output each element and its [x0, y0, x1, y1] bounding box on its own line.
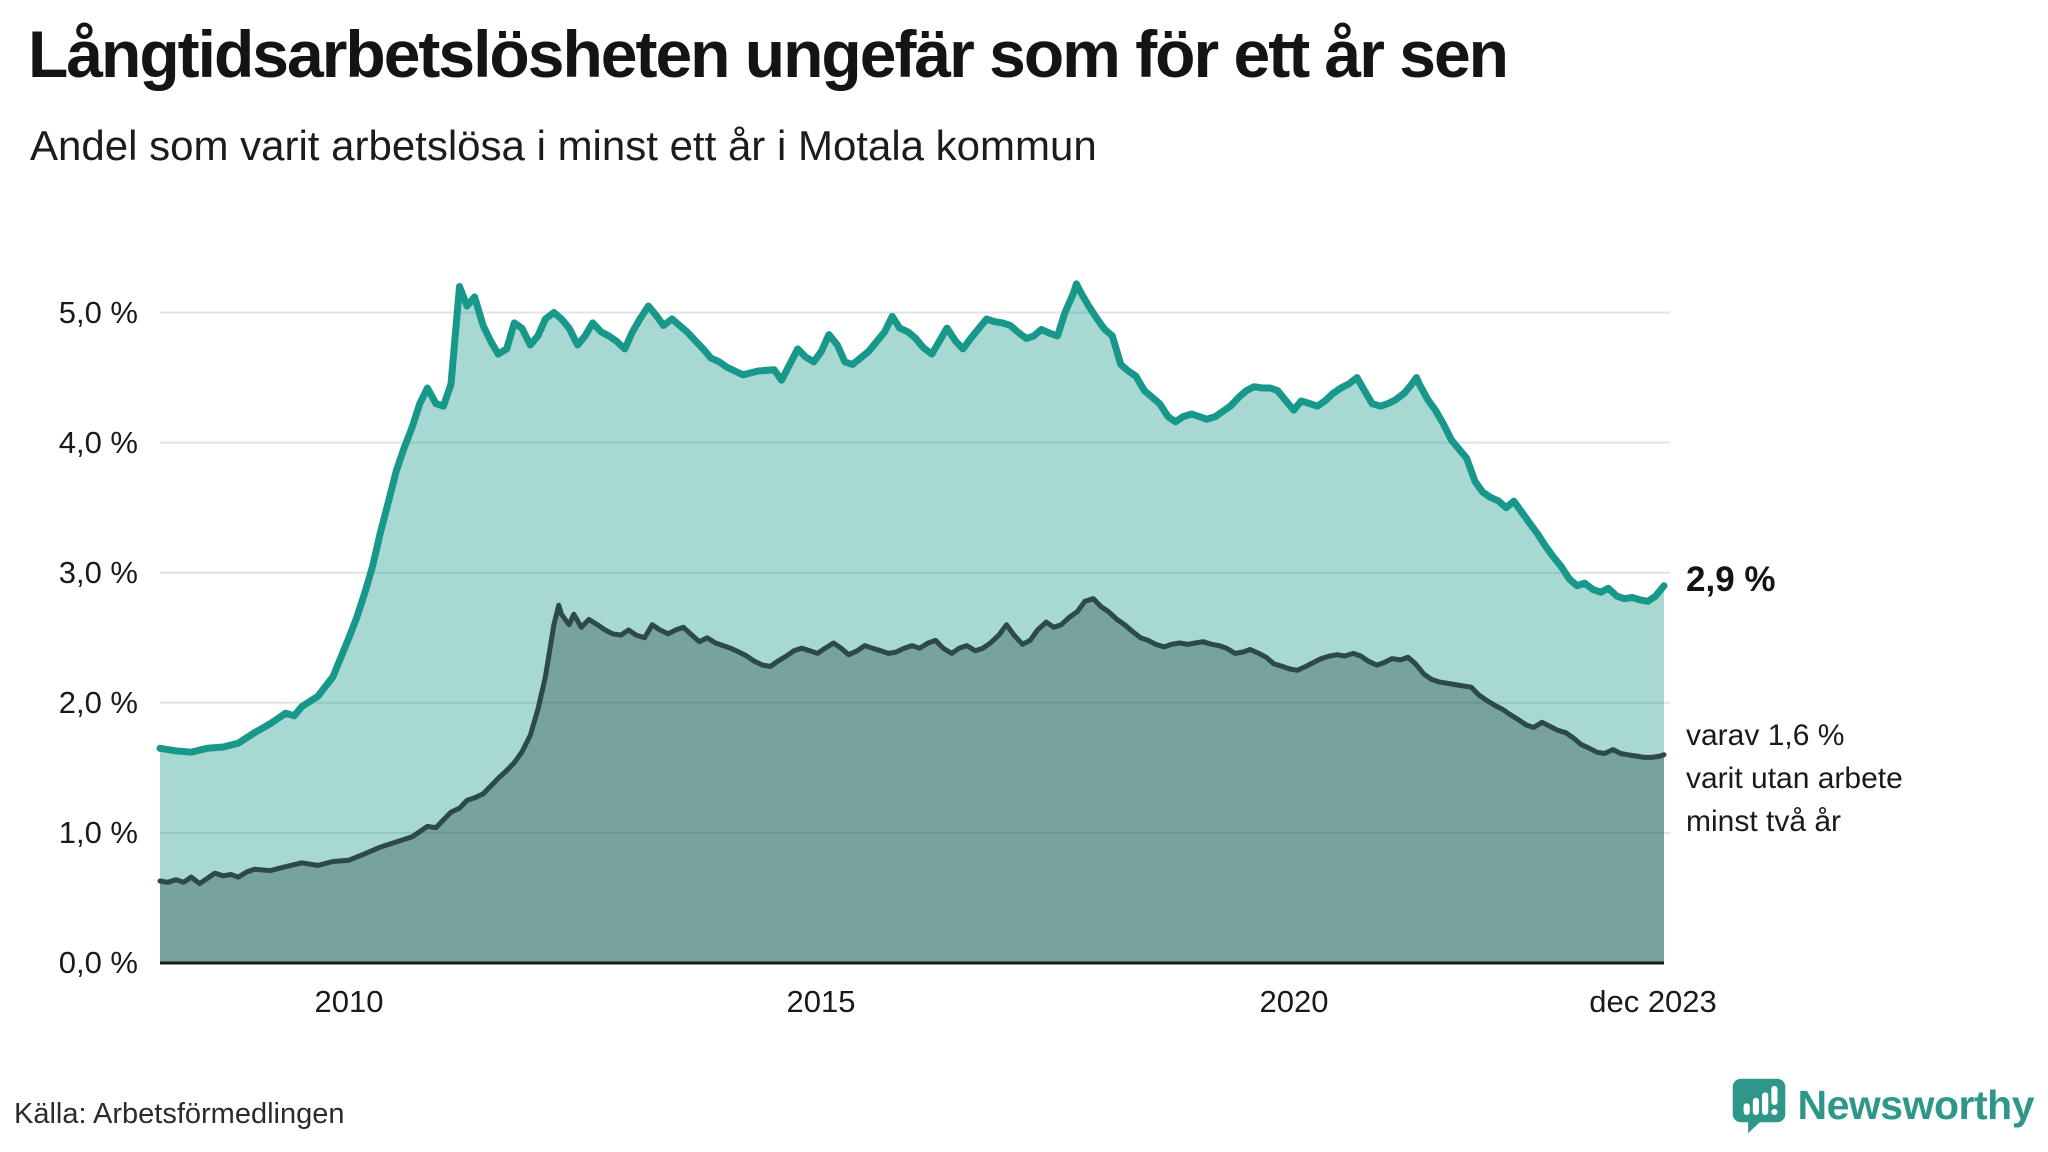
- y-axis-tick-label: 4,0 %: [58, 425, 138, 460]
- source-caption: Källa: Arbetsförmedlingen: [14, 1098, 345, 1130]
- brand-wordmark: Newsworthy: [1797, 1081, 2035, 1128]
- series-line: [157, 596, 1667, 887]
- series-area: [160, 283, 1664, 963]
- series-line: [156, 280, 1668, 756]
- x-axis-tick-label: dec 2023: [1589, 984, 1717, 1019]
- y-axis-tick-label: 1,0 %: [58, 815, 138, 850]
- annotation-line: varav 1,6 %: [1686, 719, 1845, 752]
- newsworthy-brand: Newsworthy: [1730, 1076, 2035, 1134]
- annotation-line: minst två år: [1686, 805, 1842, 838]
- annotation-line: varit utan arbete: [1686, 762, 1903, 795]
- page-title: Långtidsarbetslösheten ungefär som för e…: [28, 17, 1509, 91]
- chart-subtitle: Andel som varit arbetslösa i minst ett å…: [30, 122, 1097, 169]
- y-axis-tick-label: 0,0 %: [58, 945, 138, 980]
- x-axis-tick-label: 2015: [786, 984, 856, 1019]
- x-axis-tick-label: 2020: [1259, 984, 1329, 1019]
- y-axis-tick-label: 3,0 %: [58, 555, 138, 590]
- series-end-value-label: 2,9 %: [1686, 560, 1776, 599]
- y-axis-tick-label: 5,0 %: [58, 295, 138, 330]
- y-axis-tick-label: 2,0 %: [58, 685, 138, 720]
- speech-bubble-bar-chart-icon: [1732, 1078, 1785, 1134]
- series-area: [160, 598, 1664, 963]
- x-axis-tick-label: 2010: [314, 984, 384, 1019]
- secondary-series-annotation: varav 1,6 % varit utan arbete minst två …: [1686, 714, 1903, 843]
